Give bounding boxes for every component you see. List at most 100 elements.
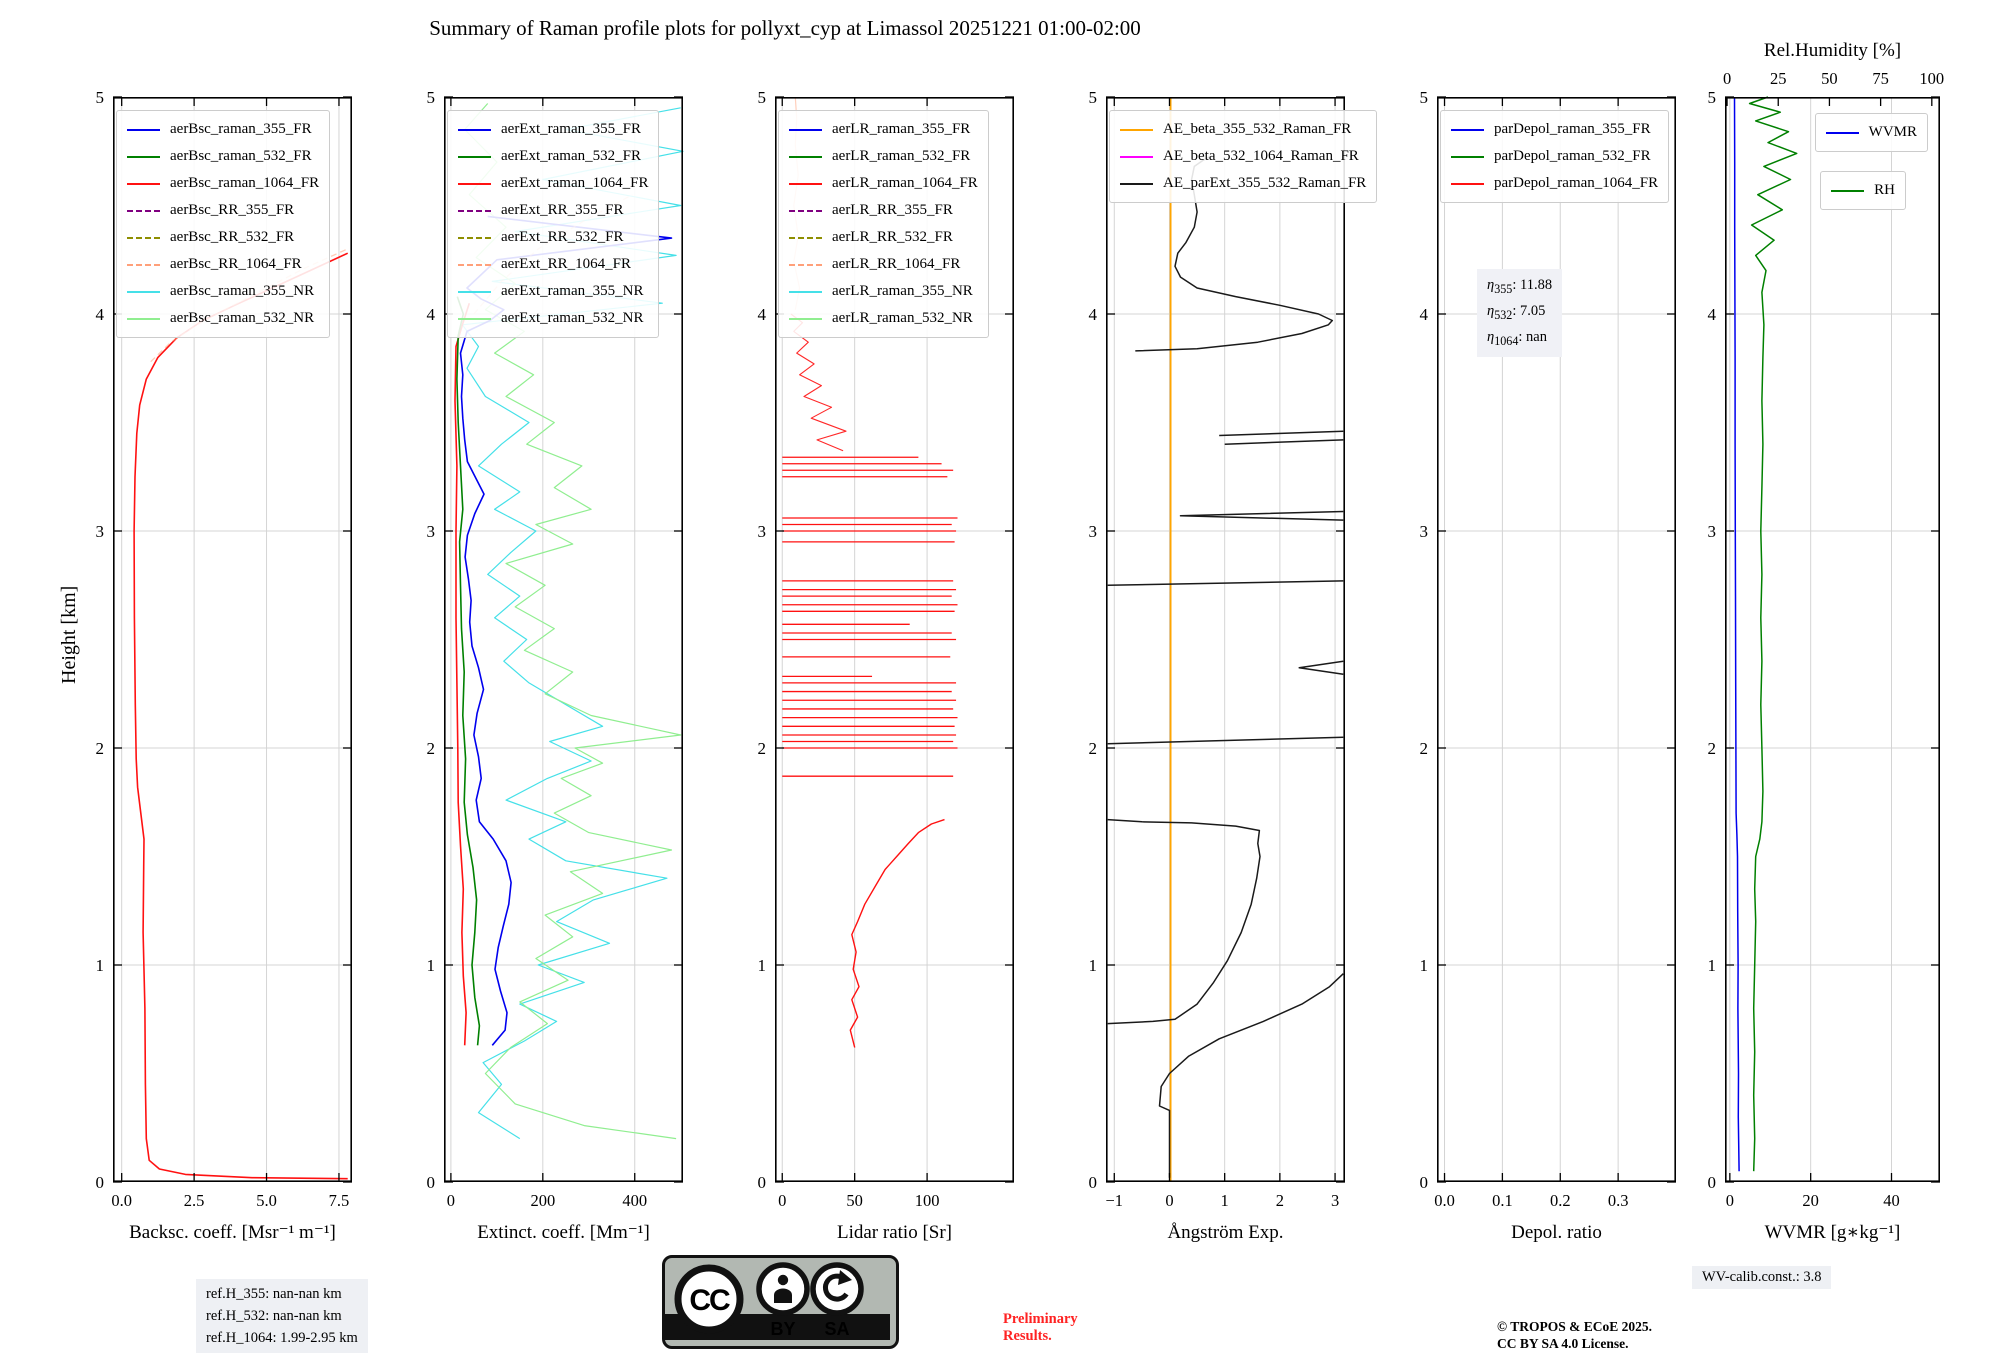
x-tick-label: 100: [915, 1191, 940, 1210]
legend-entry: aerLR_raman_1064_FR: [789, 170, 978, 197]
legend: aerLR_raman_355_FR aerLR_raman_532_FR aerL…: [778, 110, 989, 338]
legend-line-sample: [1120, 182, 1153, 185]
copyright-note: © TROPOS & ECoE 2025. CC BY SA 4.0 Licen…: [1497, 1318, 1652, 1352]
x-axis-label: WVMR [g∗kg⁻¹]: [1765, 1222, 1901, 1243]
legend-label: aerLR_raman_532_NR: [832, 310, 973, 326]
preliminary-line-2: Results.: [1003, 1328, 1052, 1344]
legend-entry: parDepol_raman_532_FR: [1451, 143, 1658, 170]
x-tick-label: 7.5: [329, 1191, 350, 1210]
x-tick-label: 400: [622, 1191, 647, 1210]
y-tick-label: 2: [1708, 739, 1717, 758]
legend-line-sample: [127, 155, 160, 158]
wv-calibration-annotation: WV-calib.const.: 3.8: [1692, 1266, 1832, 1289]
preliminary-line-1: Preliminary: [1003, 1311, 1078, 1327]
legend-label: aerExt_RR_355_FR: [501, 202, 624, 218]
legend-label: aerExt_raman_532_NR: [501, 310, 644, 326]
legend-line-sample: [458, 317, 491, 320]
legend-label: aerBsc_raman_355_FR: [170, 121, 312, 137]
x-axis-label: Backsc. coeff. [Msr⁻¹ m⁻¹]: [129, 1222, 336, 1243]
x-axis-label: Depol. ratio: [1511, 1222, 1602, 1243]
x-tick-label: 0.1: [1492, 1191, 1513, 1210]
y-tick-label: 2: [1089, 739, 1098, 758]
legend-line-sample: [127, 290, 160, 293]
y-tick-label: 4: [96, 305, 105, 324]
legend-entry: aerLR_RR_532_FR: [789, 224, 978, 251]
legend-entry: aerExt_raman_532_FR: [458, 143, 648, 170]
legend-label: AE_parExt_355_532_Raman_FR: [1163, 175, 1367, 191]
cc-by-sa-badge: CC BY SA: [662, 1255, 899, 1349]
legend-label: aerLR_raman_355_FR: [832, 121, 971, 137]
y-tick-label: 3: [758, 522, 767, 541]
x-tick-label: 0: [778, 1191, 786, 1210]
y-tick-label: 3: [1420, 522, 1429, 541]
panel-extinction: 0 200 400 0 1 2 3 4 5 Extinct. coeff. [Mm⁻¹] aerEx…: [427, 88, 684, 1243]
legend-line-sample: [127, 128, 160, 131]
legend-entry: aerBsc_raman_532_NR: [127, 305, 319, 332]
by-person-head: [777, 1274, 789, 1286]
legend-label: parDepol_raman_532_FR: [1494, 148, 1651, 164]
legend-line-sample: [789, 182, 822, 185]
series-AE_parExt_355_532_Raman_FR: [1219, 430, 1344, 437]
legend-label: aerLR_raman_532_FR: [832, 148, 971, 164]
legend-entry: RH: [1831, 177, 1895, 204]
legend-label: aerExt_RR_1064_FR: [501, 256, 631, 272]
legend-entry: aerBsc_RR_1064_FR: [127, 251, 319, 278]
panel-wvmr: 0 20 40 0 25 50 75 100 Rel.Humidity [%] 0 1 2 3 4 5 WVM…: [1708, 40, 1945, 1243]
panel-depol: 0.0 0.1 0.2 0.3 0 1 2 3 4 5 Depol. ratio parDepol_r…: [1420, 88, 1676, 1243]
legend-line-sample: [789, 290, 822, 293]
legend-line-sample: [127, 209, 160, 212]
y-tick-label: 1: [758, 956, 767, 975]
legend-label: aerBsc_RR_355_FR: [170, 202, 295, 218]
legend-line-sample: [127, 263, 160, 266]
reference-height-annotation: ref.H_355: nan-nan km ref.H_532: nan-nan…: [196, 1279, 368, 1353]
sa-arrow-arc: [822, 1273, 849, 1302]
y-tick-label: 1: [1420, 956, 1429, 975]
x-tick-label: 0.0: [111, 1191, 132, 1210]
legend-label: aerBsc_RR_532_FR: [170, 229, 295, 245]
series-WVMR: [1733, 96, 1740, 1172]
legend-entry: aerLR_RR_355_FR: [789, 197, 978, 224]
legend-line-sample: [1120, 155, 1153, 158]
cc-icon: [674, 1264, 744, 1334]
legend-entry: AE_beta_355_532_Raman_FR: [1120, 116, 1366, 143]
y-axis-label: Height [km]: [58, 585, 80, 685]
y-tick-label: 4: [427, 305, 436, 324]
y-tick-label: 5: [758, 88, 767, 107]
x-tick-label: 40: [1883, 1191, 1900, 1210]
x-tick-label: 5.0: [256, 1191, 277, 1210]
x-tick-label: 0.2: [1550, 1191, 1571, 1210]
legend-label: aerBsc_raman_1064_FR: [170, 175, 320, 191]
legend-entry: aerExt_raman_355_FR: [458, 116, 648, 143]
legend-line-sample: [1831, 189, 1865, 192]
legend-entry: aerExt_raman_1064_FR: [458, 170, 648, 197]
legend-label: WVMR: [1868, 124, 1917, 140]
legend-entry: aerLR_raman_532_FR: [789, 143, 978, 170]
x-tick-label: 50: [846, 1191, 863, 1210]
legend-label: aerBsc_RR_1064_FR: [170, 256, 302, 272]
legend-line-sample: [789, 128, 822, 131]
y-tick-label: 2: [427, 739, 436, 758]
sa-arrow-head: [838, 1270, 852, 1285]
legend-line-sample: [789, 209, 822, 212]
x-tick-label: 1: [1221, 1191, 1229, 1210]
y-tick-label: 3: [1089, 522, 1098, 541]
panel-lidar-ratio: 0 50 100 0 1 2 3 4 5 Lidar ratio [Sr] aerLR_raman_…: [758, 88, 1014, 1243]
eta-annotation: η355: 11.88 η532: 7.05 η1064: nan: [1477, 269, 1563, 357]
legend-entry: aerBsc_raman_1064_FR: [127, 170, 319, 197]
legend-label: aerExt_raman_532_FR: [501, 148, 641, 164]
legend-label: aerBsc_raman_355_NR: [170, 283, 315, 299]
legend-entry: AE_parExt_355_532_Raman_FR: [1120, 170, 1366, 197]
x-tick-label: 0: [1726, 1191, 1734, 1210]
top-tick-label: 0: [1723, 69, 1731, 88]
eta-row: η1064: nan: [1487, 328, 1547, 348]
axes-box: [775, 97, 1014, 1183]
series-AE_parExt_355_532_Raman_FR: [1107, 736, 1344, 745]
axes-box: [1106, 97, 1345, 1183]
y-tick-label: 0: [1708, 1173, 1717, 1192]
x-tick-label: 20: [1802, 1191, 1819, 1210]
y-tick-label: 1: [427, 956, 436, 975]
y-tick-label: 2: [758, 739, 767, 758]
ref-h-1064: ref.H_1064: 1.99-2.95 km: [206, 1330, 358, 1346]
axes-box: [1725, 97, 1940, 1183]
